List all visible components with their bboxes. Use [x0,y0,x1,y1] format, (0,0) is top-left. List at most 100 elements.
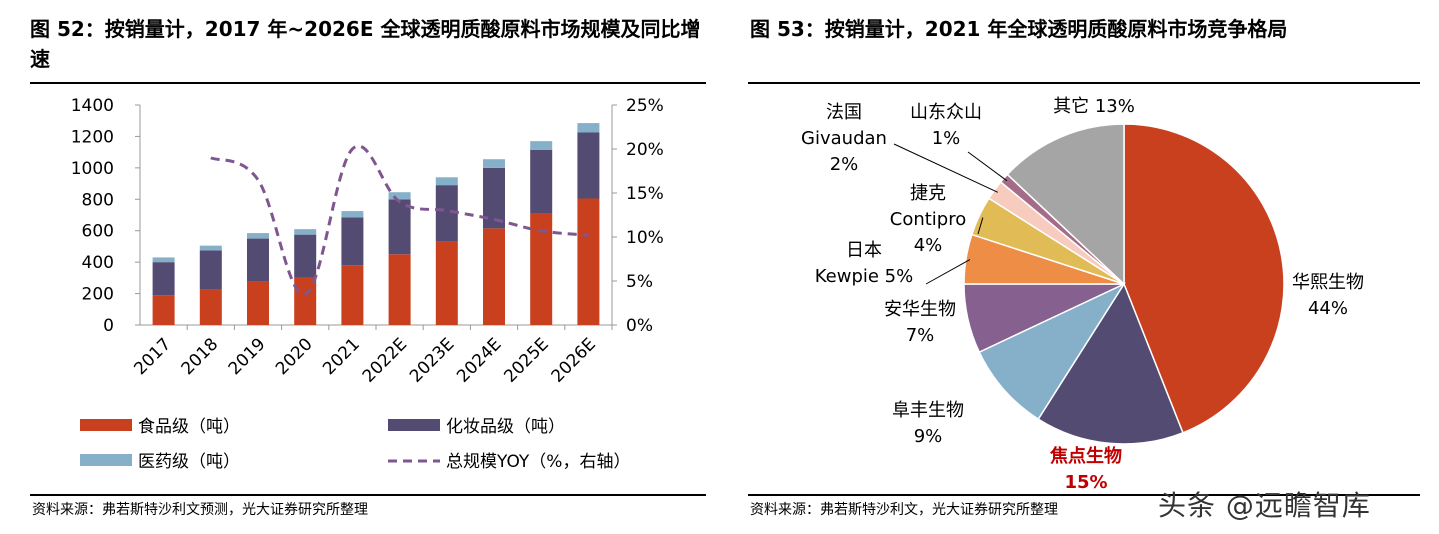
leader-line [925,259,971,285]
yoy-line [210,144,589,296]
x-tick-label: 2025E [500,334,552,386]
bar-segment [388,199,411,255]
y2-tick-label: 20% [626,140,664,160]
bar-segment [530,213,553,325]
y2-tick-label: 10% [626,228,664,248]
bar-segment [341,265,364,325]
bar-segment [199,289,222,325]
pie-slice [1006,123,1125,286]
pie-label: 阜丰生物 [892,400,964,421]
pie-label: 15% [1064,472,1107,493]
pie-label: 7% [906,325,935,346]
top-rule [30,82,706,84]
legend: 食品级（吨） 化妆品级（吨） 医药级（吨） 总规模YOY（%，右轴） [80,417,630,472]
y-tick-label: 600 [82,222,114,242]
y2-tick-label: 25% [626,96,664,116]
bar-segment [483,228,505,325]
y2-tick-label: 5% [626,272,653,292]
y-tick-label: 1000 [71,159,114,179]
pie-label: 2% [830,154,859,175]
bar-segment [247,281,269,325]
x-tick-label: 2017 [130,334,175,379]
bar-segment [294,229,317,235]
pie-label: 其它 13% [1053,96,1135,117]
bar-segment [199,250,222,290]
legend-label: 食品级（吨） [138,417,240,437]
pie-label: 9% [914,426,943,447]
legend-swatch [80,454,132,466]
legend-label: 化妆品级（吨） [446,417,565,437]
pie-label: 日本 [846,240,882,261]
bar-segment [294,277,317,325]
pie-slice [978,282,1127,421]
pie-label: 1% [932,128,961,149]
bar-segment [152,295,175,325]
pie-label: 山东众山 [910,102,982,123]
bottom-rule [30,494,706,496]
pie-slice [1037,282,1184,445]
y-tick-label: 200 [82,285,114,305]
y-tick-label: 400 [82,253,114,273]
leader-line [977,217,984,235]
figure-53-title: 图 53：按销量计，2021 年全球透明质酸原料市场竞争格局 [750,17,1288,41]
pie-slice [1123,123,1285,434]
bar-segment [483,159,505,168]
bar-segment [577,132,600,199]
bar-segment [247,238,269,282]
y2-tick-label: 15% [626,184,664,204]
y-tick-label: 0 [103,316,114,336]
y2-tick-label: 0% [626,316,653,336]
pie-label: 法国 [826,102,862,123]
bar-segment [435,241,458,325]
x-tick-label: 2024E [453,334,505,386]
bar-segment [530,141,553,150]
pie-label: Givaudan [801,128,887,149]
bar-segment [152,257,175,263]
bar-segment [577,198,600,325]
y-tick-label: 1200 [71,127,114,147]
bar-segment [388,192,411,200]
bar-segment [530,149,553,214]
stacked-bar-line-chart: 0 200 400 600 800 1000 1200 1400 0% 5% 10% 15% 20% 25… [71,96,664,472]
bar-segment [435,177,458,186]
figure-53-panel: 图 53：按销量计，2021 年全球透明质酸原料市场竞争格局 华熙生物 44% 焦点… [748,0,1439,534]
bar-segment [577,123,600,133]
top-rule [748,82,1420,84]
legend-label: 总规模YOY（%，右轴） [446,452,630,472]
legend-label: 医药级（吨） [138,452,240,472]
bar-segment [247,233,269,239]
figure-52-source: 资料来源：弗若斯特沙利文预测，光大证券研究所整理 [32,502,368,518]
figure-52-title: 图 52：按销量计，2017 年~2026E 全球透明质酸原料市场规模及同比增速 [30,17,701,71]
pie-label: 4% [914,235,943,256]
leader-line [967,151,1008,182]
pie-label: 焦点生物 [1049,445,1122,467]
x-tick-label: 2020 [272,334,317,379]
legend-swatch [388,419,440,431]
figure-52-panel: 图 52：按销量计，2017 年~2026E 全球透明质酸原料市场规模及同比增速… [30,17,706,518]
bar-segment [388,254,411,325]
y-tick-label: 800 [82,190,114,210]
x-tick-label: 2023E [406,334,458,386]
bar-segment [199,245,222,251]
pie-label: 安华生物 [884,299,956,320]
pie-label: 华熙生物 [1292,272,1364,293]
bar-segment [435,185,458,242]
x-tick-label: 2026E [548,334,600,386]
bar-segment [483,167,505,229]
y-tick-label: 1400 [71,96,114,116]
x-tick-label: 2019 [225,334,270,379]
bar-segment [341,211,364,218]
x-tick-label: 2018 [178,334,223,379]
pie-label: Kewpie 5% [815,266,913,287]
figure-53-source: 资料来源：弗若斯特沙利文，光大证券研究所整理 [750,502,1058,518]
pie-chart: 华熙生物 44% 焦点生物 15% 阜丰生物 9% 安华生物 7% 日本 Kewpie 5% 捷克 C… [801,96,1364,493]
watermark: 头条 @远瞻智库 [1158,489,1371,522]
bar-segment [341,217,364,266]
bar-segment [152,262,175,296]
leader-line [893,143,999,193]
x-tick-label: 2022E [359,334,411,386]
pie-label: 44% [1308,298,1348,319]
pie-label: Contipro [890,209,967,230]
x-tick-label: 2021 [319,334,364,379]
bar-segment [294,234,317,278]
